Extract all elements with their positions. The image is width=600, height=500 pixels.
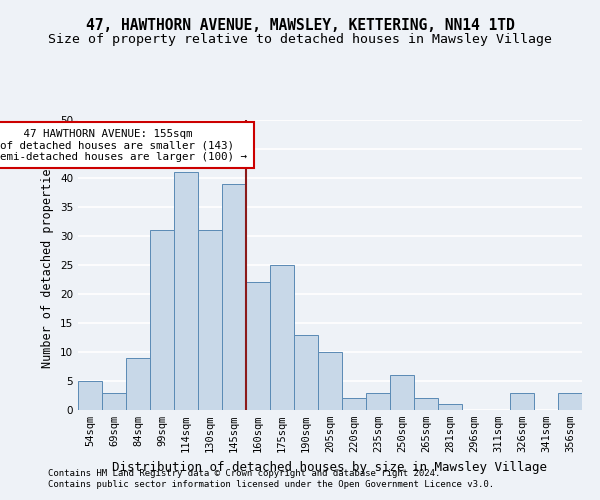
Bar [438,404,462,410]
Bar [222,184,246,410]
Bar [198,230,222,410]
Text: Contains public sector information licensed under the Open Government Licence v3: Contains public sector information licen… [48,480,494,489]
Text: Contains HM Land Registry data © Crown copyright and database right 2024.: Contains HM Land Registry data © Crown c… [48,468,440,477]
Bar [270,265,294,410]
X-axis label: Distribution of detached houses by size in Mawsley Village: Distribution of detached houses by size … [113,460,548,473]
Bar [126,358,150,410]
Bar [150,230,174,410]
Bar [390,375,414,410]
Bar [558,392,582,410]
Bar [174,172,198,410]
Bar [414,398,438,410]
Bar [366,392,390,410]
Bar [102,392,126,410]
Bar [78,381,102,410]
Text: Size of property relative to detached houses in Mawsley Village: Size of property relative to detached ho… [48,32,552,46]
Y-axis label: Number of detached properties: Number of detached properties [41,162,55,368]
Text: 47, HAWTHORN AVENUE, MAWSLEY, KETTERING, NN14 1TD: 47, HAWTHORN AVENUE, MAWSLEY, KETTERING,… [86,18,514,32]
Bar [342,398,366,410]
Bar [246,282,270,410]
Bar [318,352,342,410]
Text: 47 HAWTHORN AVENUE: 155sqm
← 58% of detached houses are smaller (143)
41% of sem: 47 HAWTHORN AVENUE: 155sqm ← 58% of deta… [0,128,247,162]
Bar [510,392,534,410]
Bar [294,334,318,410]
